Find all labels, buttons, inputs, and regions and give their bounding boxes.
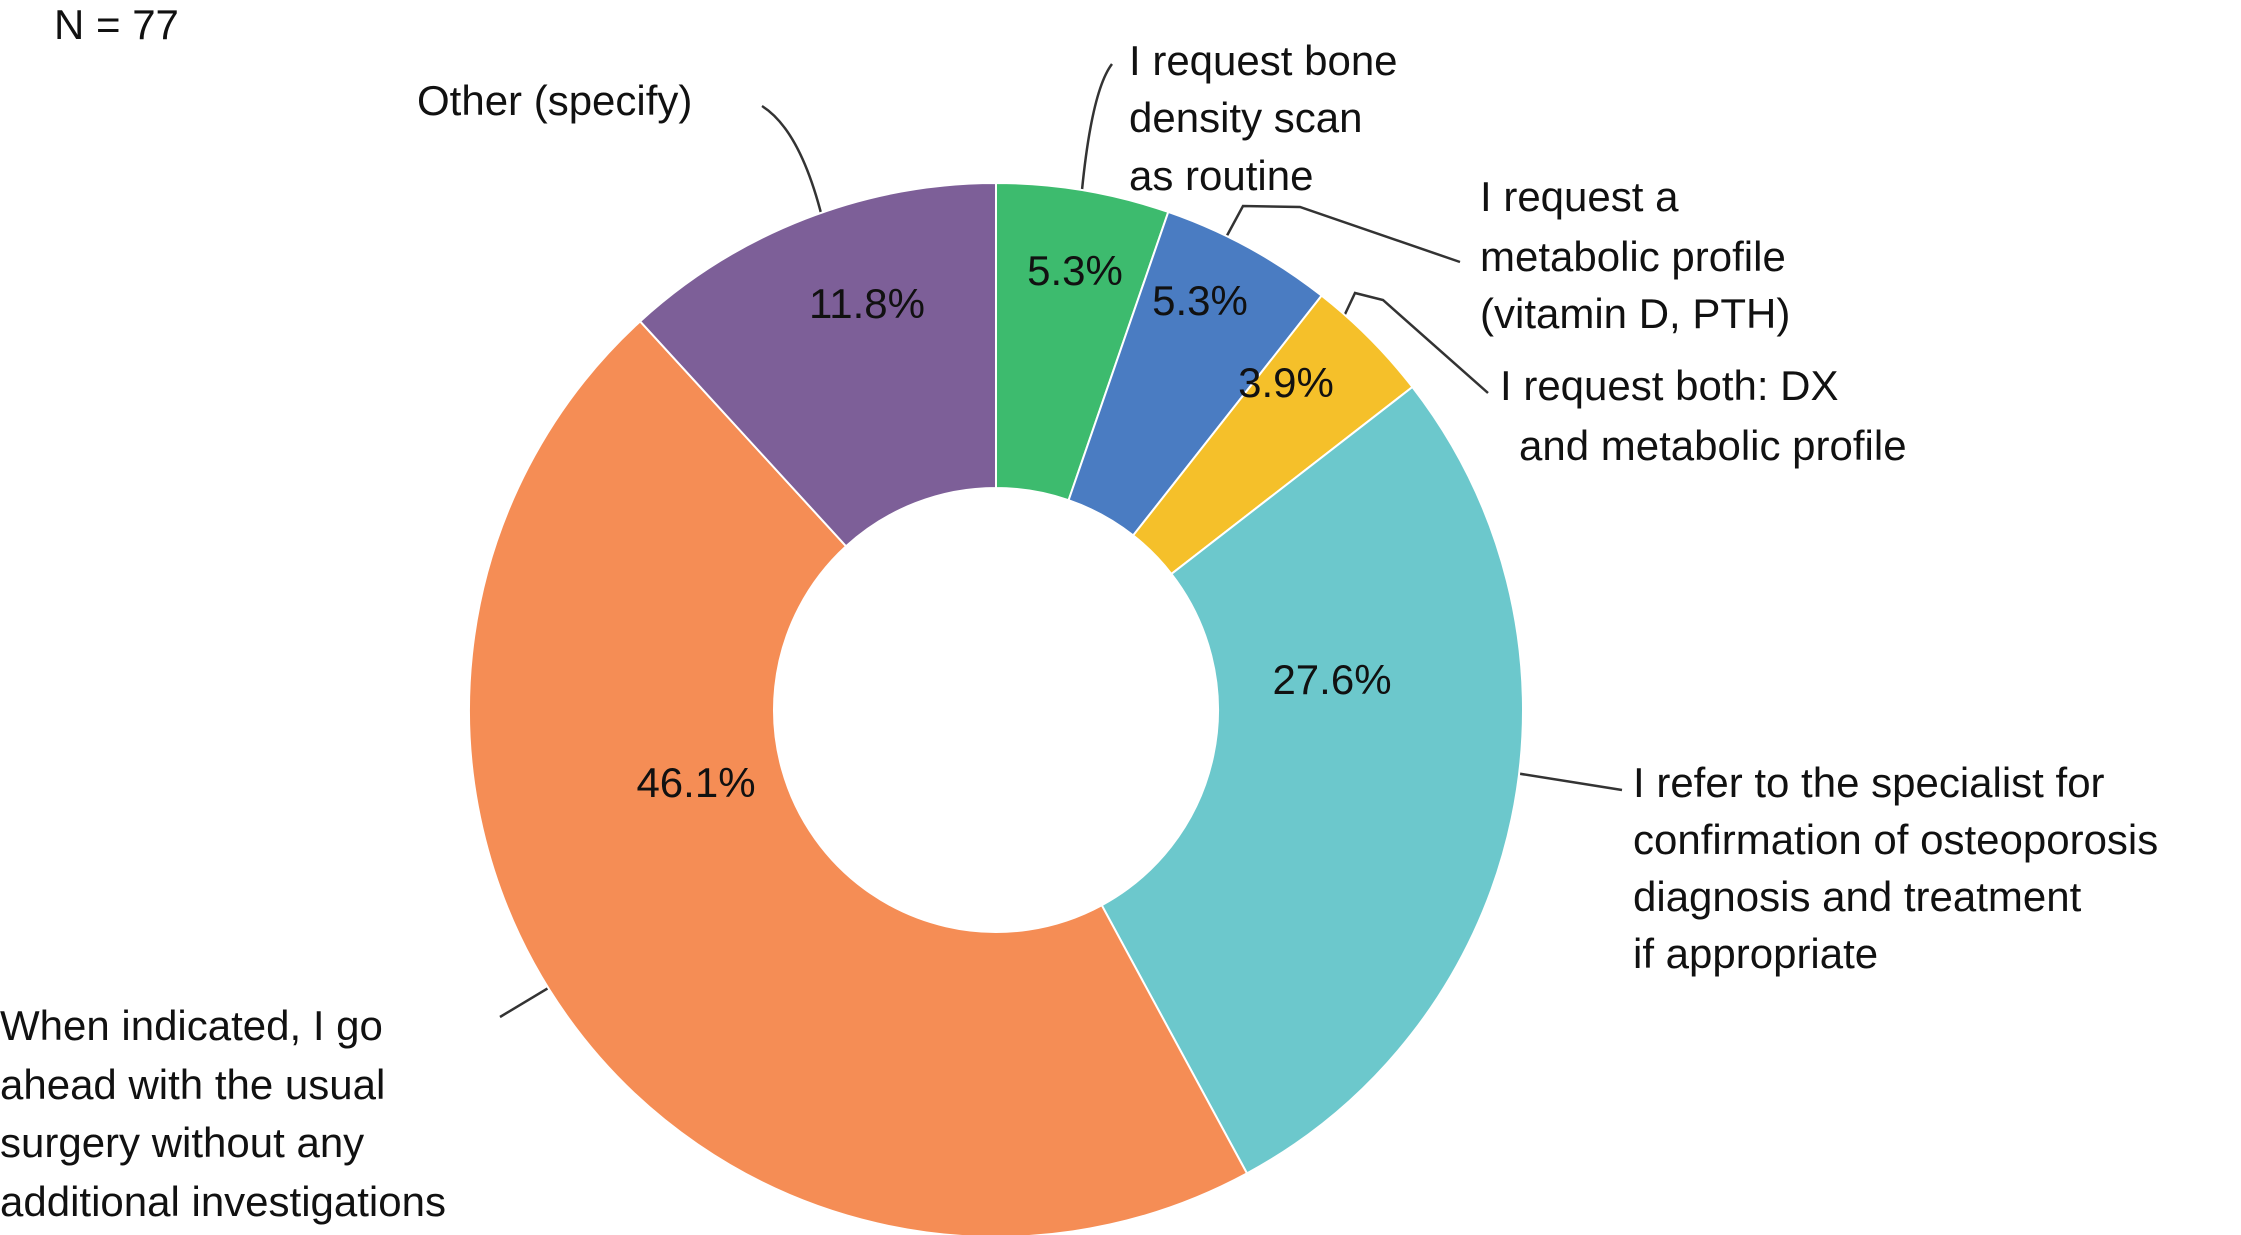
category-label: metabolic profile: [1480, 233, 1786, 280]
category-label: (vitamin D, PTH): [1480, 290, 1790, 337]
category-label: I request both: DX: [1500, 362, 1839, 409]
sample-size: N = 77: [54, 1, 179, 48]
value-label: 11.8%: [809, 280, 925, 327]
category-label: I request bone: [1129, 37, 1398, 84]
value-label: 27.6%: [1272, 656, 1391, 703]
category-label: surgery without any: [0, 1119, 364, 1166]
category-label: Other (specify): [417, 77, 692, 124]
category-label: I request a: [1480, 173, 1679, 220]
category-label: if appropriate: [1633, 930, 1878, 977]
value-label: 5.3%: [1027, 247, 1123, 294]
leader-line: [761, 104, 824, 218]
leader-line: [1336, 291, 1489, 394]
category-label: diagnosis and treatment: [1633, 873, 2082, 920]
donut-slice: [468, 319, 1249, 1235]
category-label: When indicated, I go: [0, 1002, 383, 1049]
category-label: I refer to the specialist for: [1633, 759, 2105, 806]
value-label: 46.1%: [636, 759, 755, 806]
value-label: 3.9%: [1238, 359, 1334, 406]
donut-slice: [638, 181, 997, 548]
category-label: as routine: [1129, 152, 1313, 199]
category-label: ahead with the usual: [0, 1061, 385, 1108]
donut-slice: [1100, 385, 1524, 1175]
category-label: and metabolic profile: [1519, 422, 1907, 469]
category-label: density scan: [1129, 94, 1362, 141]
category-label: confirmation of osteoporosis: [1633, 816, 2158, 863]
category-label: additional investigations: [0, 1178, 446, 1225]
value-label: 5.3%: [1152, 277, 1248, 324]
leader-line: [1221, 204, 1461, 264]
leader-line: [1080, 63, 1113, 191]
